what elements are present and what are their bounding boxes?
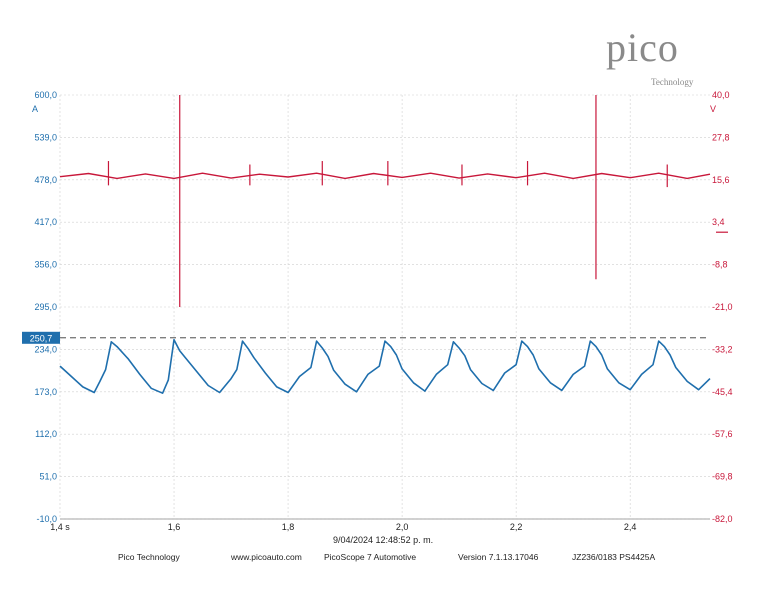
left-tick-label: 600,0 <box>34 90 57 100</box>
left-tick-label: 356,0 <box>34 260 57 270</box>
left-axis-ticks: 600,0 539,0 478,0 417,0 356,0 295,0 234,0 173,0… <box>34 90 57 524</box>
current-trace <box>59 338 711 394</box>
x-tick-label: 2,2 <box>510 522 523 532</box>
x-tick-label: 1,8 <box>282 522 295 532</box>
right-tick-label: 3,4 <box>712 217 725 227</box>
voltage-trace <box>59 172 711 180</box>
right-tick-label: -21,0 <box>712 302 733 312</box>
left-tick-label: 478,0 <box>34 175 57 185</box>
reference-label: 250,7 <box>30 333 53 343</box>
x-tick-label: 2,0 <box>396 522 409 532</box>
footer-product: PicoScope 7 Automotive <box>324 552 417 562</box>
x-tick-label: 1,6 <box>168 522 181 532</box>
right-axis-unit: V <box>710 104 716 114</box>
footer-company: Pico Technology <box>118 552 180 562</box>
footer-version: Version 7.1.13.17046 <box>458 552 539 562</box>
pico-logo-subtitle: Technology <box>651 77 694 87</box>
left-tick-label: 539,0 <box>34 132 57 142</box>
right-tick-label: -33,2 <box>712 344 733 354</box>
capture-timestamp: 9/04/2024 12:48:52 p. m. <box>333 535 434 545</box>
series <box>59 95 711 394</box>
left-tick-label: 112,0 <box>35 429 57 439</box>
left-axis-unit: A <box>32 104 38 114</box>
pico-logo: pico <box>606 25 679 70</box>
reference-badge <box>22 331 60 344</box>
footer-device: JZ236/0183 PS4425A <box>572 552 656 562</box>
right-axis-ticks: 40,0 27,8 15,6 3,4 -8,8 -21,0 -33,2 -45,4 -57,6 -… <box>712 90 733 524</box>
footer-website[interactable]: www.picoauto.com <box>231 552 302 562</box>
reference-line[interactable]: 250,7 <box>22 331 710 344</box>
grid <box>59 94 710 520</box>
x-axis-ticks: 1,4 s 1,6 1,8 2,0 2,2 2,4 <box>50 522 636 532</box>
left-tick-label: 417,0 <box>34 217 57 227</box>
left-tick-label: 234,0 <box>34 344 57 354</box>
left-tick-label: -10,0 <box>36 514 57 524</box>
x-tick-label: 2,4 <box>624 522 637 532</box>
x-tick-label: 1,4 s <box>50 522 70 532</box>
right-tick-label: -57,6 <box>712 429 733 439</box>
right-tick-label: -69,8 <box>712 472 733 482</box>
left-tick-label: 51,0 <box>39 472 57 482</box>
right-tick-label: 15,6 <box>712 175 730 185</box>
right-tick-label: -8,8 <box>712 260 728 270</box>
right-tick-label: 27,8 <box>712 132 730 142</box>
left-tick-label: 295,0 <box>34 302 57 312</box>
right-tick-label: -45,4 <box>712 387 733 397</box>
right-tick-label: 40,0 <box>712 90 730 100</box>
left-tick-label: 173,0 <box>34 387 57 397</box>
right-tick-label: -82,0 <box>712 514 733 524</box>
